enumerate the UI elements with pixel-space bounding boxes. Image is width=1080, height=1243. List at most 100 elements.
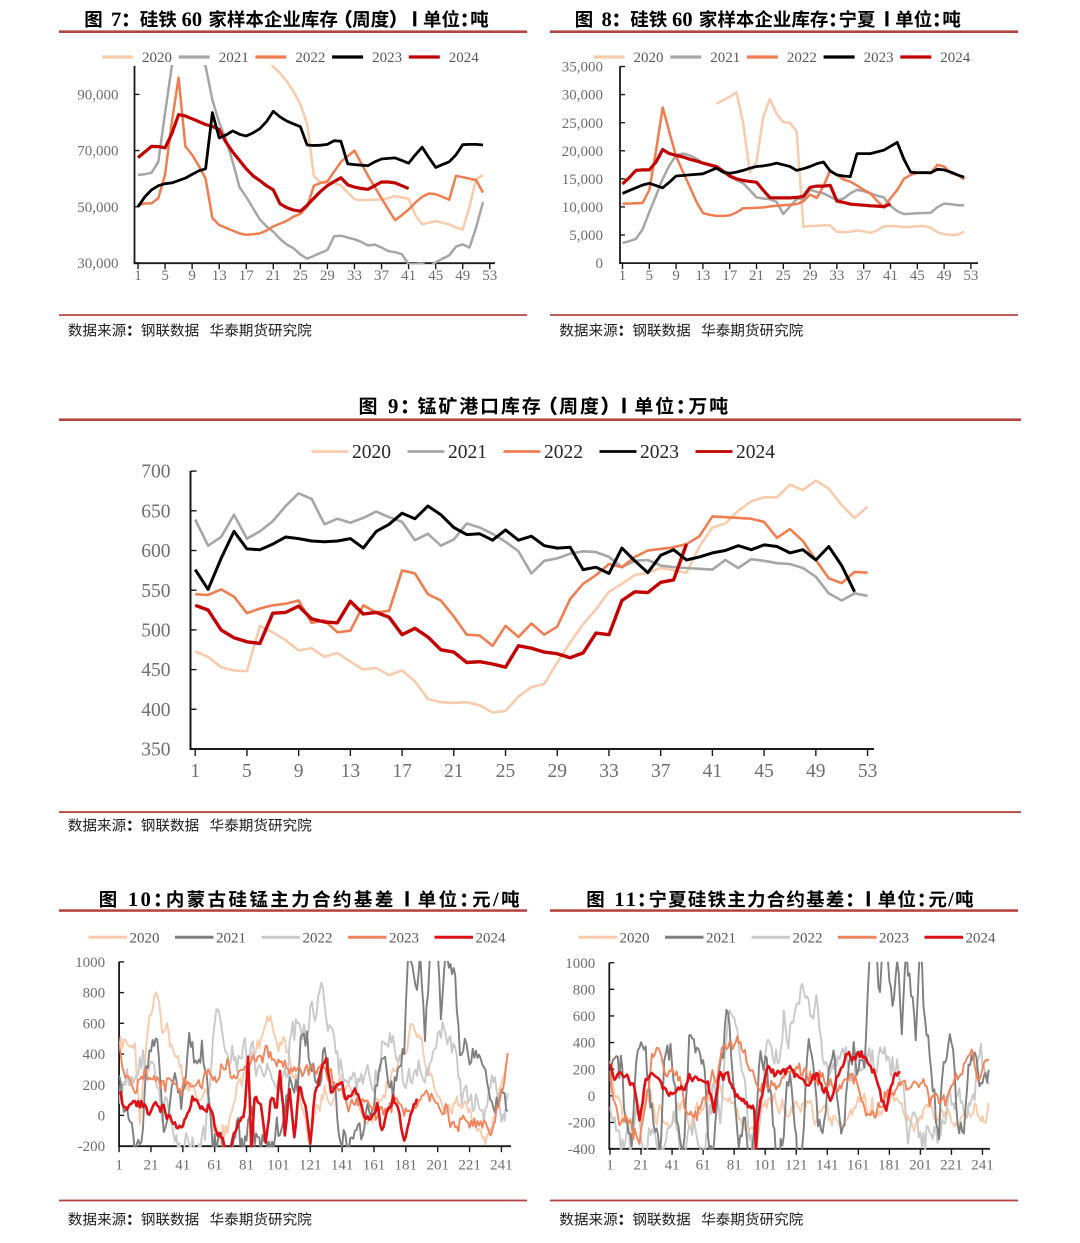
svg-text:45: 45 xyxy=(754,761,774,782)
svg-text:-400: -400 xyxy=(568,1142,596,1158)
svg-text:53: 53 xyxy=(963,268,978,284)
svg-text:-200: -200 xyxy=(78,1139,106,1155)
svg-text:2024: 2024 xyxy=(940,50,971,66)
svg-text:1: 1 xyxy=(619,268,627,284)
svg-text:53: 53 xyxy=(482,268,497,284)
svg-text:29: 29 xyxy=(320,268,335,284)
svg-text:2023: 2023 xyxy=(640,442,679,463)
svg-text:0: 0 xyxy=(98,1109,106,1125)
svg-text:9: 9 xyxy=(294,761,304,782)
svg-text:450: 450 xyxy=(141,660,170,681)
svg-text:221: 221 xyxy=(940,1158,963,1174)
svg-text:21: 21 xyxy=(444,761,464,782)
svg-text:25,000: 25,000 xyxy=(562,116,603,132)
svg-text:41: 41 xyxy=(883,268,898,284)
svg-text:1: 1 xyxy=(606,1158,614,1174)
svg-text:2024: 2024 xyxy=(736,442,775,463)
svg-text:650: 650 xyxy=(141,501,170,522)
svg-text:17: 17 xyxy=(392,761,412,782)
svg-text:2021: 2021 xyxy=(706,931,736,947)
svg-text:21: 21 xyxy=(634,1158,649,1174)
svg-text:41: 41 xyxy=(703,761,723,782)
svg-text:1: 1 xyxy=(134,268,142,284)
svg-text:500: 500 xyxy=(141,621,170,642)
svg-text:800: 800 xyxy=(83,986,106,1002)
svg-text:2022: 2022 xyxy=(544,442,583,463)
svg-text:49: 49 xyxy=(937,268,952,284)
svg-text:25: 25 xyxy=(776,268,791,284)
svg-text:2022: 2022 xyxy=(787,50,817,66)
svg-text:2020: 2020 xyxy=(634,50,664,66)
svg-text:9: 9 xyxy=(188,268,196,284)
svg-text:13: 13 xyxy=(695,268,710,284)
svg-text:37: 37 xyxy=(856,268,872,284)
svg-text:37: 37 xyxy=(374,268,390,284)
svg-text:61: 61 xyxy=(207,1158,222,1174)
svg-text:70,000: 70,000 xyxy=(77,144,118,160)
svg-text:90,000: 90,000 xyxy=(77,88,118,104)
svg-text:2023: 2023 xyxy=(864,50,894,66)
svg-text:5,000: 5,000 xyxy=(569,228,603,244)
svg-text:0: 0 xyxy=(588,1089,596,1105)
svg-text:600: 600 xyxy=(573,1009,596,1025)
svg-text:141: 141 xyxy=(816,1158,839,1174)
svg-text:121: 121 xyxy=(785,1158,808,1174)
svg-text:17: 17 xyxy=(239,268,255,284)
svg-text:101: 101 xyxy=(754,1158,777,1174)
svg-text:30,000: 30,000 xyxy=(562,88,603,104)
svg-text:50,000: 50,000 xyxy=(77,200,118,216)
svg-text:600: 600 xyxy=(83,1016,106,1032)
svg-text:2020: 2020 xyxy=(142,50,172,66)
svg-text:21: 21 xyxy=(144,1158,159,1174)
svg-text:2021: 2021 xyxy=(448,442,487,463)
svg-text:2024: 2024 xyxy=(449,50,480,66)
svg-text:2023: 2023 xyxy=(879,931,909,947)
svg-text:33: 33 xyxy=(347,268,362,284)
svg-text:201: 201 xyxy=(909,1158,932,1174)
svg-text:45: 45 xyxy=(428,268,443,284)
svg-text:2021: 2021 xyxy=(216,931,246,947)
svg-text:15,000: 15,000 xyxy=(562,172,603,188)
svg-text:181: 181 xyxy=(395,1158,418,1174)
svg-text:2021: 2021 xyxy=(710,50,740,66)
svg-text:141: 141 xyxy=(331,1158,354,1174)
svg-text:241: 241 xyxy=(971,1158,994,1174)
svg-text:9: 9 xyxy=(672,268,680,284)
svg-text:1000: 1000 xyxy=(75,955,105,971)
svg-text:-200: -200 xyxy=(568,1116,596,1132)
svg-text:81: 81 xyxy=(239,1158,254,1174)
svg-text:29: 29 xyxy=(547,761,567,782)
svg-text:21: 21 xyxy=(749,268,764,284)
svg-text:41: 41 xyxy=(401,268,416,284)
svg-text:350: 350 xyxy=(141,740,170,761)
svg-text:13: 13 xyxy=(341,761,361,782)
svg-text:181: 181 xyxy=(878,1158,901,1174)
svg-text:2022: 2022 xyxy=(303,931,333,947)
svg-text:30,000: 30,000 xyxy=(77,256,118,272)
svg-text:200: 200 xyxy=(573,1062,596,1078)
svg-text:45: 45 xyxy=(910,268,925,284)
svg-text:700: 700 xyxy=(141,462,170,483)
svg-text:33: 33 xyxy=(829,268,844,284)
svg-text:5: 5 xyxy=(161,268,169,284)
svg-text:49: 49 xyxy=(455,268,470,284)
svg-text:400: 400 xyxy=(573,1036,596,1052)
svg-text:241: 241 xyxy=(490,1158,513,1174)
svg-text:41: 41 xyxy=(175,1158,190,1174)
svg-text:37: 37 xyxy=(651,761,671,782)
svg-text:600: 600 xyxy=(141,541,170,562)
svg-text:41: 41 xyxy=(665,1158,680,1174)
svg-text:1: 1 xyxy=(190,761,200,782)
svg-text:1000: 1000 xyxy=(565,956,595,972)
svg-text:35,000: 35,000 xyxy=(562,60,603,76)
svg-text:29: 29 xyxy=(803,268,818,284)
svg-text:33: 33 xyxy=(599,761,619,782)
svg-text:13: 13 xyxy=(212,268,227,284)
svg-text:53: 53 xyxy=(858,761,878,782)
svg-text:21: 21 xyxy=(266,268,281,284)
svg-text:201: 201 xyxy=(426,1158,449,1174)
svg-text:25: 25 xyxy=(496,761,516,782)
svg-text:20,000: 20,000 xyxy=(562,144,603,160)
svg-text:2020: 2020 xyxy=(130,931,160,947)
svg-text:400: 400 xyxy=(83,1047,106,1063)
